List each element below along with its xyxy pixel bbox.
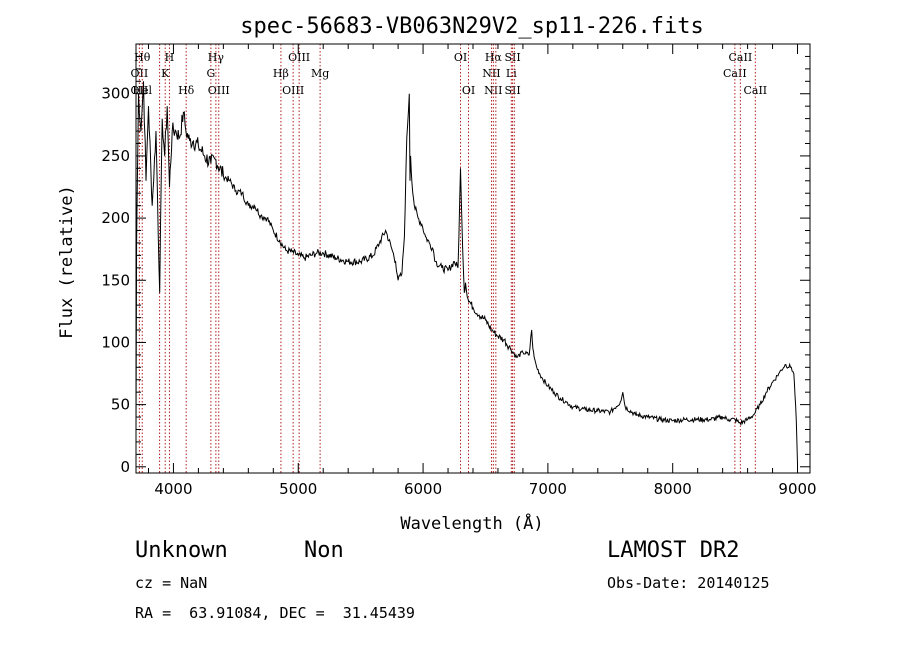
spectral-line-markers: OIIOIIHθHelKHHδGHγOIIIHβOIIIOIIIMgOIOINI… (131, 44, 767, 473)
line-marker-label: Hθ (134, 51, 151, 64)
x-tick-label: 5000 (279, 480, 317, 498)
line-marker-label: CaII (743, 84, 767, 97)
chart-title: spec-56683-VB063N29V2_sp11-226.fits (240, 14, 704, 39)
plot-frame (135, 43, 811, 474)
y-tick-label: 100 (101, 333, 130, 351)
y-tick-label: 0 (120, 458, 130, 476)
y-tick-label: 250 (101, 147, 130, 165)
survey-name: LAMOST DR2 (607, 538, 740, 563)
y-tick-label: 50 (111, 396, 130, 414)
y-axis-label: Flux (relative) (57, 185, 77, 339)
y-tick-label: 300 (101, 85, 130, 103)
x-tick-label: 7000 (529, 480, 567, 498)
spectrum-chart: spec-56683-VB063N29V2_sp11-226.fits OII O… (57, 14, 817, 534)
line-marker-label: K (161, 67, 170, 80)
spectrum-line (135, 81, 798, 465)
line-marker-label: Li (506, 67, 517, 80)
x-tick-label: 9000 (778, 480, 816, 498)
line-marker-label: Hβ (273, 67, 289, 80)
line-marker-label: NII (484, 84, 502, 97)
line-marker-label: Mg (311, 67, 329, 80)
object-class: Unknown (135, 538, 228, 563)
x-tick-label: 8000 (654, 480, 692, 498)
redshift-cz: cz = NaN (135, 574, 208, 592)
line-marker-label: OIII (288, 51, 310, 64)
x-tick-label: 4000 (154, 480, 192, 498)
y-axis-ticks: 0 50 100 150 200 250 300 (101, 43, 810, 476)
line-marker-label: SII (504, 51, 520, 64)
y-tick-label: 200 (101, 209, 130, 227)
y-tick-label: 150 (101, 271, 130, 289)
line-marker-label: OI (462, 84, 475, 97)
coordinates: RA = 63.91084, DEC = 31.45439 (135, 604, 415, 622)
line-marker-label: Hα (485, 51, 503, 64)
line-marker-label: SII (504, 84, 520, 97)
x-tick-label: 6000 (404, 480, 442, 498)
line-marker-label: OIII (208, 84, 230, 97)
line-marker-label: Hγ (208, 51, 225, 64)
observation-date: Obs-Date: 20140125 (607, 574, 770, 592)
line-marker-label: G (206, 67, 215, 80)
line-marker-label: Hδ (178, 84, 195, 97)
line-marker-label: H (165, 51, 175, 64)
line-marker-label: OIII (282, 84, 304, 97)
line-marker-label: OI (454, 51, 467, 64)
line-marker-label: NII (482, 67, 500, 80)
object-subclass: Non (304, 538, 344, 563)
line-marker-label: CaII (729, 51, 753, 64)
line-marker-label: OII (131, 67, 149, 80)
line-marker-label: CaII (723, 67, 747, 80)
x-axis-ticks: 4000 5000 6000 7000 8000 9000 (147, 44, 817, 498)
x-axis-label: Wavelength (Å) (400, 512, 543, 534)
